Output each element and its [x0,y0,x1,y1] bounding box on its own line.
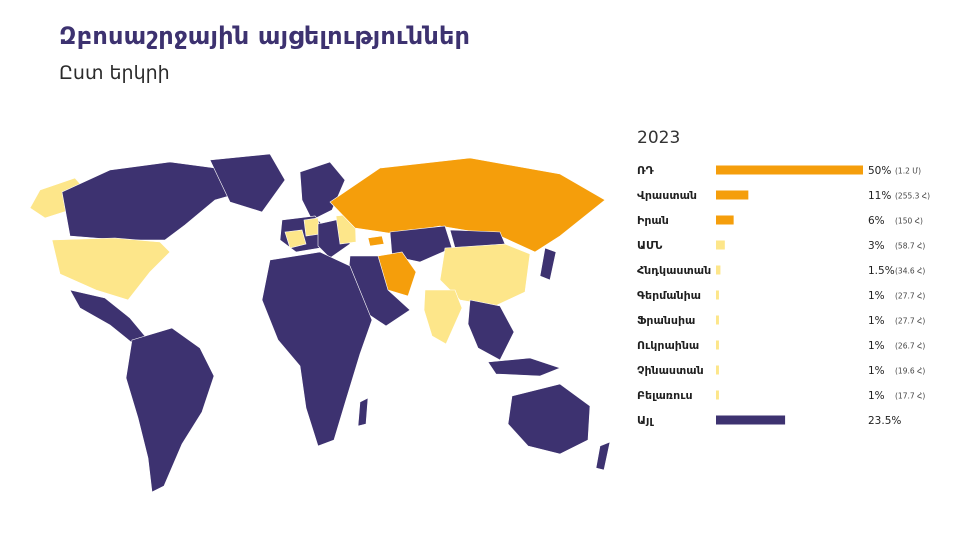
bar [716,390,719,400]
bar-value-label: 3% [868,240,885,252]
map-region-georgia [367,235,385,247]
map-region-france [284,229,307,249]
world-map [29,153,611,493]
bar-value-label: 6% [868,215,885,227]
page-title: Զբոսաշրջային այցելություններ [59,22,471,50]
bar [716,415,786,425]
bar-value-label: 11% [868,190,891,202]
bar-count-label: (1.2 Մ) [895,167,921,176]
bar-value-label: 23.5% [868,415,901,427]
bar [716,240,725,250]
bar-count-label: (17.7 Հ) [895,392,925,401]
bar [716,265,721,275]
bar-count-label: (255.3 Հ) [895,192,930,201]
map-region-new-zealand [595,441,611,471]
bar-label: Հնդկաստան [637,264,711,277]
map-region-south-america [125,327,215,493]
bar-count-label: (34.6 Հ) [895,267,925,276]
bar [716,365,719,375]
bar-label: Չինաստան [637,364,704,377]
bar-count-label: (150 Հ) [895,217,923,226]
chart-year-title: 2023 [637,128,681,148]
map-region-australia [507,383,591,455]
map-region-india [423,289,463,345]
bar-count-label: (27.7 Հ) [895,317,925,326]
bar-count-label: (19.6 Հ) [895,367,925,376]
map-region-indonesia [487,357,561,377]
bar-value-label: 1.5% [868,265,895,277]
bar-count-label: (27.7 Հ) [895,292,925,301]
bar-count-label: (58.7 Հ) [895,242,925,251]
map-region-southeast-asia [467,299,515,361]
bar-label: Բելառուս [637,389,693,402]
bar-value-label: 1% [868,315,885,327]
bar [716,290,719,300]
bar-label: Գերմանիա [637,289,701,302]
map-region-greenland [209,153,286,213]
bar-label: Ֆրանսիա [637,314,695,327]
bar-label: ՌԴ [637,164,655,177]
bar [716,165,863,175]
bar-value-label: 1% [868,390,885,402]
bar-label: Այլ [637,414,654,427]
bar-label: Ուկրաինա [637,339,699,352]
bar-label: Վրաստան [637,189,697,202]
bar-label: ԱՄՆ [637,239,663,252]
bar-count-label: (26.7 Հ) [895,342,925,351]
map-region-china [439,243,531,307]
bar-value-label: 1% [868,290,885,302]
bar-value-label: 1% [868,365,885,377]
map-region-central-asia [389,225,453,263]
bar-value-label: 50% [868,165,891,177]
bar [716,340,719,350]
bar [716,190,749,200]
map-region-madagascar [357,397,369,427]
bar-label: Իրան [637,214,669,227]
map-region-japan [539,247,557,281]
bar-value-label: 1% [868,340,885,352]
map-region-russia [329,157,606,253]
map-region-africa [261,251,373,447]
bar [716,215,734,225]
map-region-usa [51,237,171,301]
page-subtitle: Ըստ երկրի [59,62,170,84]
bar [716,315,719,325]
